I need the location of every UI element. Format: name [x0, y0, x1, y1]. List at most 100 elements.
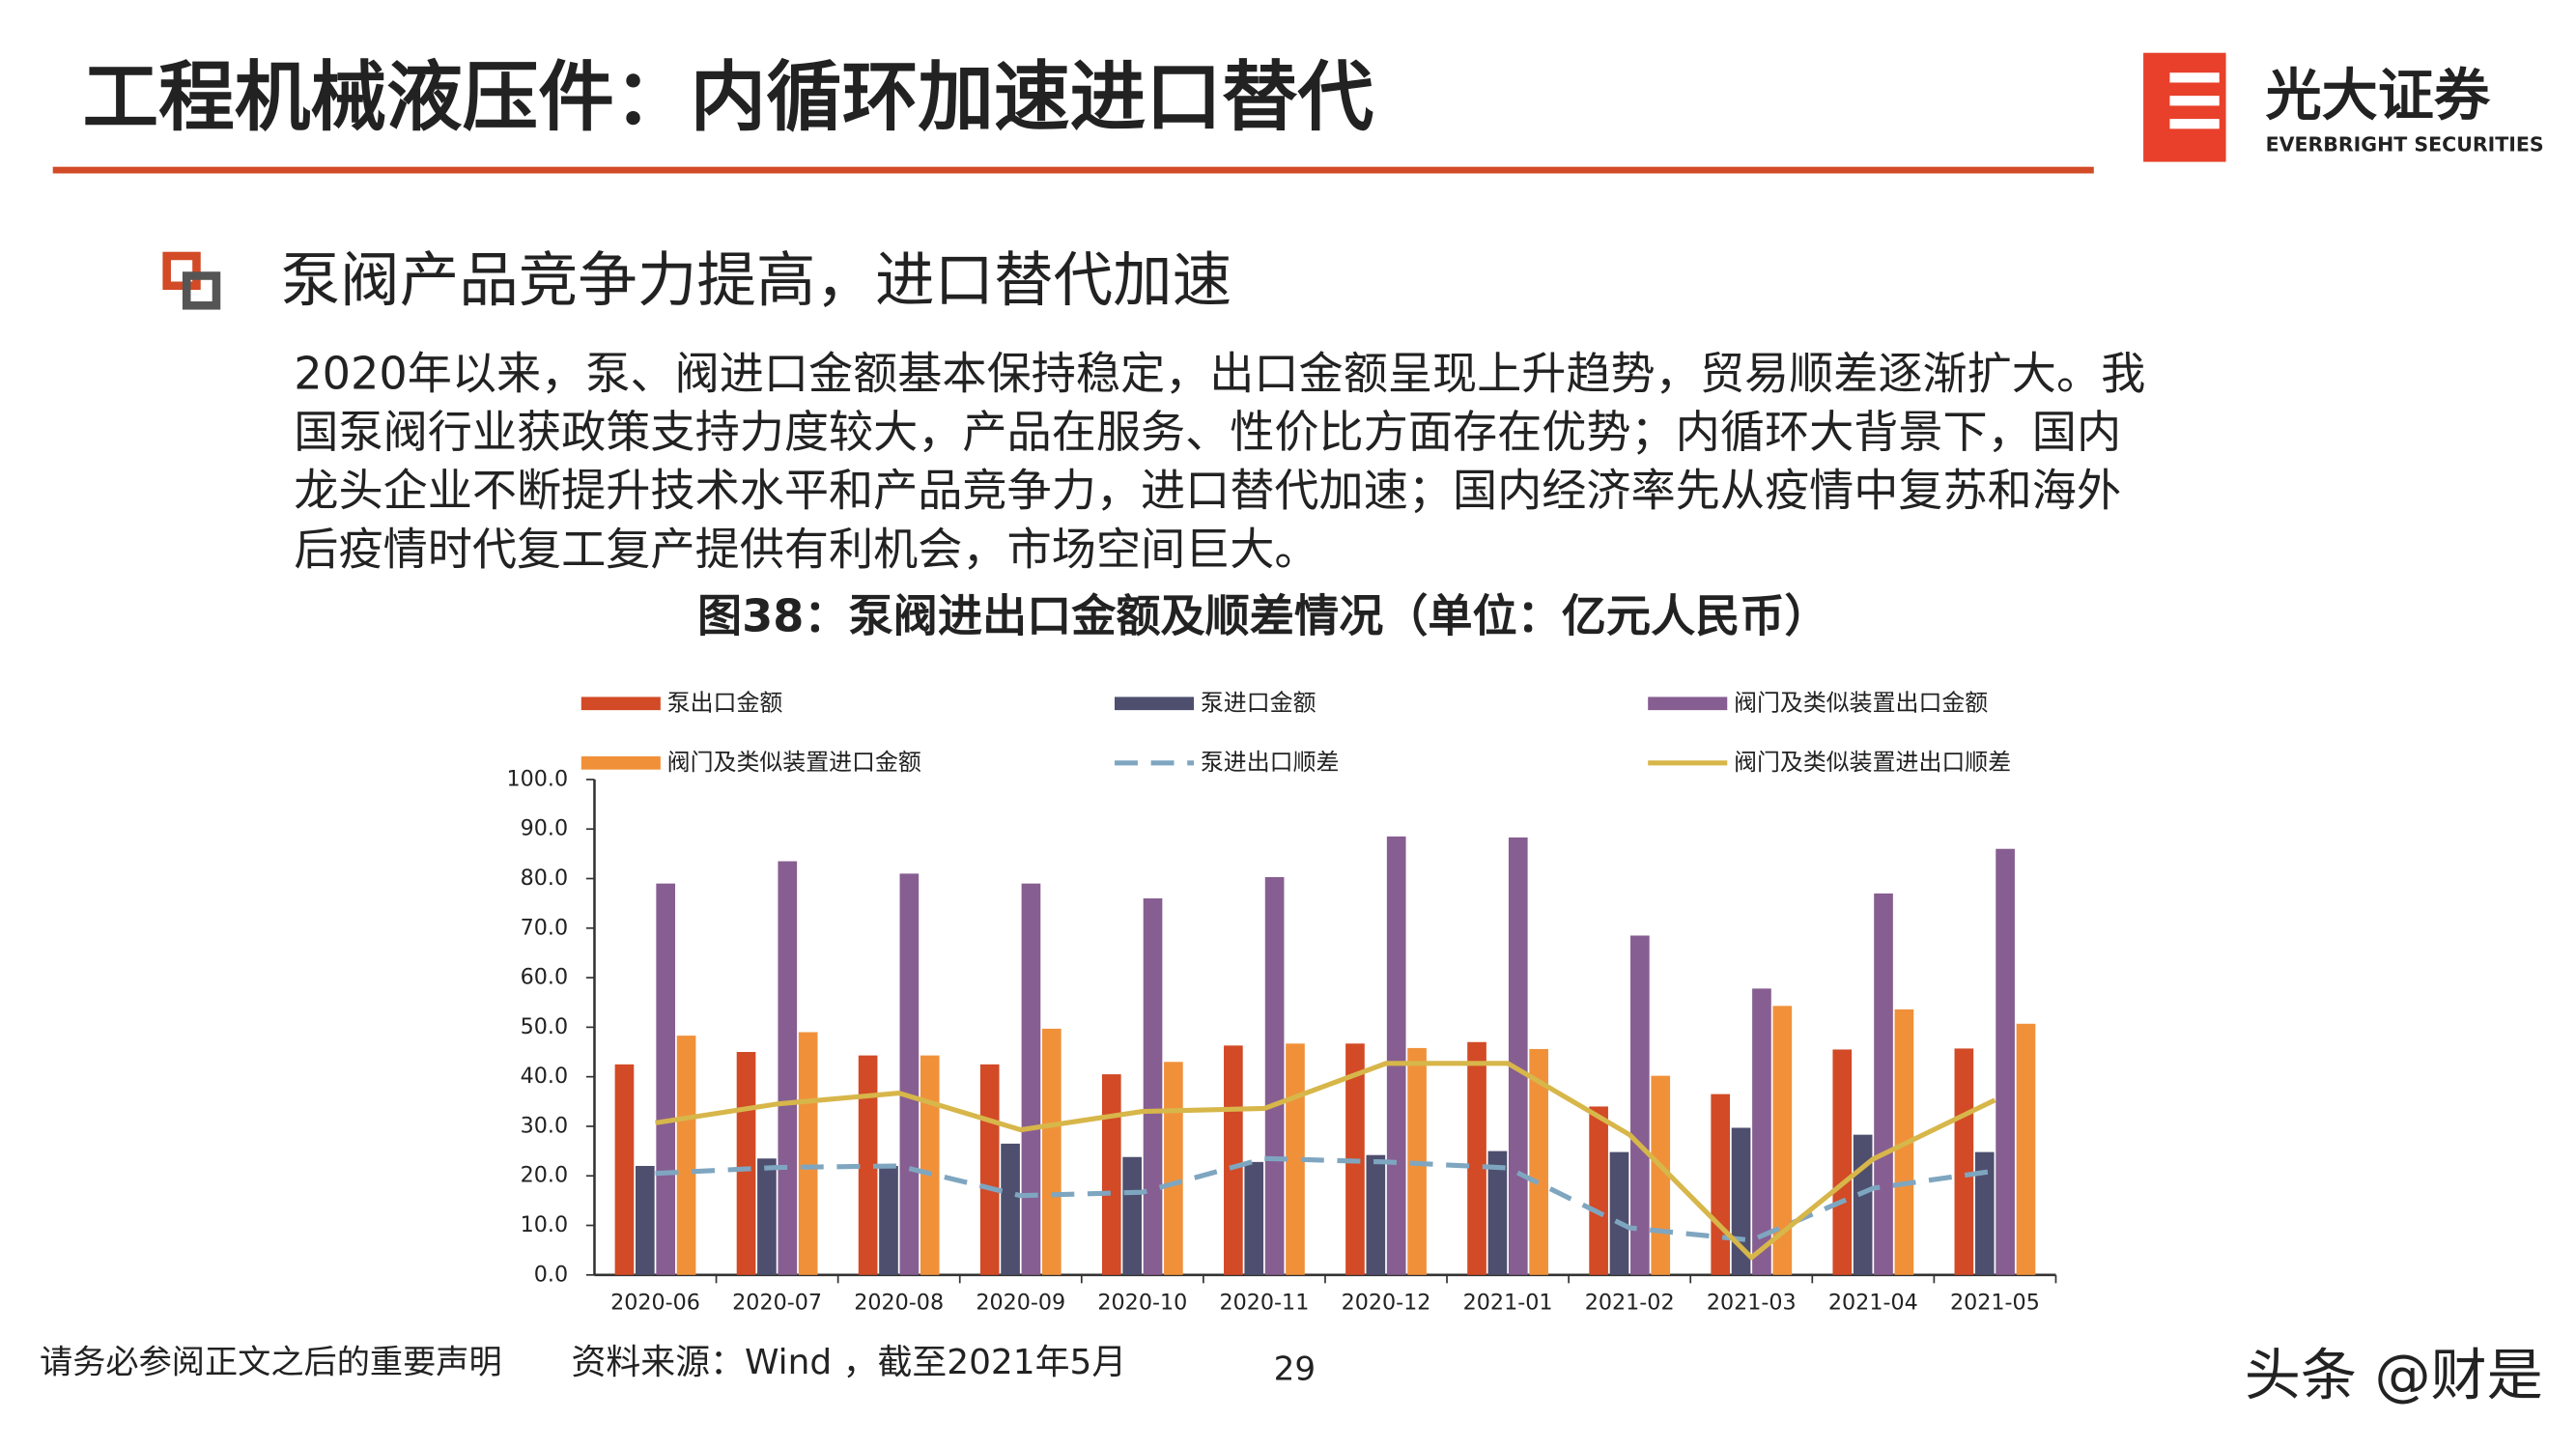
logo: 光大证券 EVERBRIGHT SECURITIES	[2143, 52, 2544, 162]
bar	[1996, 848, 2015, 1275]
bar	[1122, 1156, 1142, 1275]
bar	[736, 1052, 756, 1275]
x-tick-label: 2021-03	[1707, 1290, 1797, 1315]
bar	[1244, 1161, 1264, 1275]
y-tick-label: 90.0	[521, 816, 568, 841]
bar	[1974, 1151, 1995, 1275]
legend-swatch	[580, 696, 661, 711]
paragraph-line: 2020年以来，泵、阀进口金额基本保持稳定，出口金额呈现上升趋势，贸易顺差逐渐扩…	[294, 347, 2145, 399]
y-tick-label: 80.0	[521, 866, 568, 891]
paragraph-line: 后疫情时代复工复产提供有利机会，市场空间巨大。	[294, 523, 1318, 575]
bar	[1589, 1106, 1608, 1275]
x-tick-label: 2020-11	[1220, 1290, 1310, 1315]
bar	[798, 1032, 818, 1275]
bar	[757, 1158, 777, 1275]
legend-label: 阀门及类似装置出口金额	[1734, 689, 1988, 716]
x-tick-label: 2020-07	[732, 1290, 822, 1315]
paragraph-line: 龙头企业不断提升技术水平和产品竞争力，进口替代加速；国内经济率先从疫情中复苏和海…	[294, 465, 2121, 517]
x-tick-label: 2020-09	[976, 1290, 1065, 1315]
bar	[1874, 893, 1893, 1275]
bar	[979, 1064, 1000, 1275]
bar	[1487, 1151, 1508, 1275]
bar	[1224, 1045, 1243, 1275]
bar	[1752, 988, 1771, 1275]
x-tick-label: 2020-10	[1097, 1290, 1187, 1315]
y-tick-label: 100.0	[507, 766, 569, 791]
y-tick-label: 60.0	[521, 965, 568, 990]
disclaimer: 请务必参阅正文之后的重要声明	[40, 1344, 502, 1382]
legend-label: 阀门及类似装置进出口顺差	[1734, 749, 2011, 776]
bullet-icon	[162, 251, 201, 291]
bar	[778, 861, 798, 1275]
bar	[1164, 1062, 1183, 1275]
bar	[656, 883, 676, 1275]
legend-label: 泵进出口顺差	[1201, 749, 1340, 776]
bar	[1286, 1043, 1305, 1275]
bar	[1609, 1151, 1629, 1275]
title-rule	[52, 166, 2094, 174]
bar	[1711, 1094, 1731, 1275]
source: 资料来源：Wind ，截至2021年5月	[572, 1343, 1127, 1382]
x-tick-label: 2021-05	[1950, 1290, 2040, 1315]
y-tick-label: 50.0	[521, 1014, 568, 1039]
page-number: 29	[1274, 1350, 1316, 1388]
bullet-icon	[182, 271, 221, 310]
bar	[1386, 836, 1406, 1275]
bar	[1529, 1048, 1548, 1275]
legend-label: 泵出口金额	[667, 689, 783, 716]
bar	[1101, 1074, 1121, 1275]
logo-stripe	[2169, 72, 2220, 83]
logo-en: EVERBRIGHT SECURITIES	[2266, 132, 2544, 156]
bar	[1508, 837, 1528, 1275]
y-tick-label: 40.0	[521, 1064, 568, 1089]
bar	[635, 1165, 655, 1275]
y-tick-label: 20.0	[521, 1163, 568, 1188]
y-tick-label: 70.0	[521, 915, 568, 940]
legend-label: 阀门及类似装置进口金额	[667, 749, 921, 776]
bar	[858, 1055, 878, 1275]
y-tick-label: 10.0	[521, 1212, 568, 1237]
bar	[1264, 876, 1285, 1275]
legend-swatch	[1114, 696, 1195, 711]
bar	[1853, 1134, 1873, 1275]
bar	[2016, 1023, 2036, 1275]
bar	[1021, 883, 1041, 1275]
bar	[1467, 1041, 1486, 1275]
x-tick-label: 2021-02	[1585, 1290, 1675, 1315]
bar	[879, 1165, 898, 1275]
slide-title: 工程机械液压件：内循环加速进口替代	[82, 52, 1373, 141]
x-tick-label: 2021-04	[1828, 1290, 1918, 1315]
paragraph: 2020年以来，泵、阀进口金额基本保持稳定，出口金额呈现上升趋势，贸易顺差逐渐扩…	[294, 347, 2145, 575]
bar	[1143, 898, 1163, 1275]
bar	[1041, 1028, 1062, 1275]
logo-stripe	[2169, 119, 2220, 129]
y-tick-label: 30.0	[521, 1113, 568, 1138]
bar	[1954, 1048, 1974, 1275]
logo-stripe	[2169, 96, 2220, 106]
bar	[1651, 1075, 1671, 1275]
bar	[1630, 935, 1650, 1275]
watermark: 头条 @财是	[2245, 1343, 2543, 1408]
legend-swatch	[580, 755, 661, 770]
logo-cn: 光大证券	[2266, 63, 2491, 128]
x-tick-label: 2020-08	[854, 1290, 944, 1315]
legend-label: 泵进口金额	[1201, 689, 1316, 716]
bar	[1772, 1006, 1793, 1275]
bar	[614, 1064, 635, 1275]
y-tick-label: 0.0	[534, 1262, 568, 1287]
logo-mark	[2143, 52, 2226, 162]
bar	[1001, 1143, 1020, 1275]
legend-swatch	[1648, 696, 1728, 711]
bullet-heading: 泵阀产品竞争力提高，进口替代加速	[281, 245, 1232, 315]
line	[655, 1061, 1996, 1261]
bar	[899, 873, 920, 1275]
line	[655, 1155, 1996, 1243]
paragraph-line: 国泵阀行业获政策支持力度较大，产品在服务、性价比方面存在优势；内循环大背景下，国…	[294, 406, 2121, 458]
bar	[1832, 1049, 1853, 1275]
figure-title: 图38：泵阀进出口金额及顺差情况（单位：亿元人民币）	[697, 590, 1829, 642]
x-tick-label: 2021-01	[1463, 1290, 1553, 1315]
x-tick-label: 2020-06	[610, 1290, 700, 1315]
bar	[676, 1036, 696, 1275]
